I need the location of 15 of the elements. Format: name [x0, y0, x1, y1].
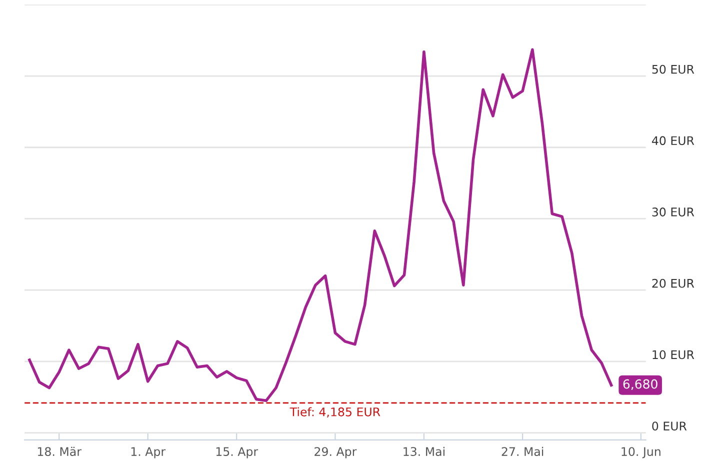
y-tick-label: 50 EUR [652, 64, 694, 74]
x-tick-label: 1. Apr [131, 447, 166, 458]
x-tick-label: 29. Apr [314, 447, 357, 458]
y-tick-label: 10 EUR [652, 350, 694, 360]
y-tick-label: 20 EUR [652, 278, 694, 288]
y-tick-label: 0 EUR [652, 422, 687, 430]
x-tick-label: 10. Jun [622, 447, 660, 458]
y-tick-label: 40 EUR [652, 136, 694, 146]
x-tick-label: 18. Mär [38, 446, 82, 456]
ref-line-label: Tief: 4,185 EUR [290, 407, 380, 418]
x-tick-label: 13. Mai [404, 446, 444, 456]
x-tick-label: 15. Apr [216, 447, 258, 458]
y-tick-label: 30 EUR [652, 208, 694, 216]
annotation: 6,680 [623, 379, 658, 390]
x-tick-label: 27. Mai [502, 446, 544, 456]
